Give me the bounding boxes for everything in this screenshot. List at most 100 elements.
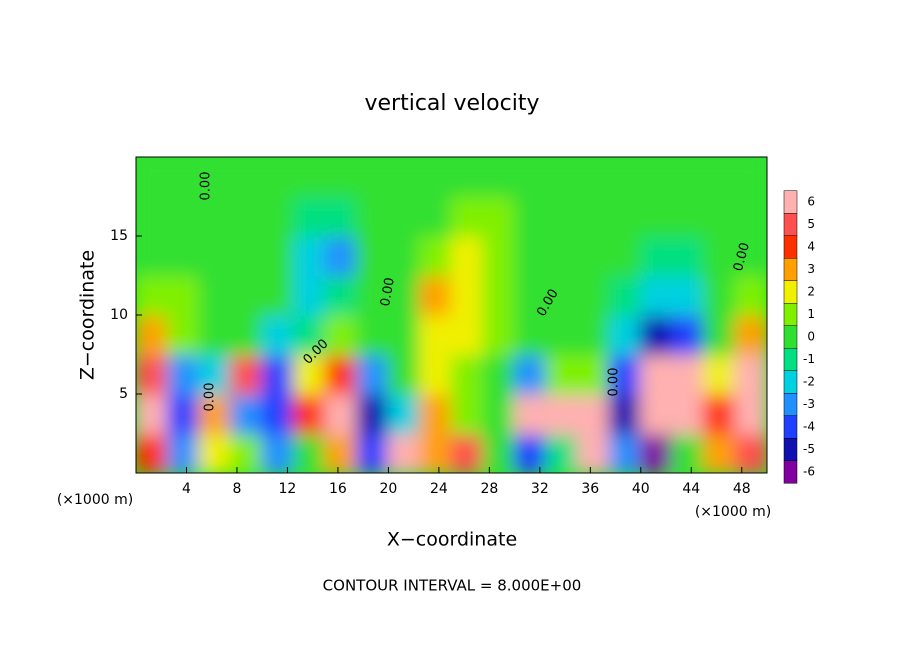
x-tick-label: 8: [232, 481, 241, 497]
heat-cell: [355, 274, 390, 316]
heat-cell: [292, 274, 327, 316]
heat-cell: [261, 353, 295, 395]
heat-cell: [166, 432, 201, 473]
heat-cell: [545, 353, 579, 395]
heat-cell: [513, 157, 548, 198]
heat-cell: [671, 314, 705, 356]
heat-cell: [734, 353, 767, 395]
heat-cell: [229, 235, 264, 277]
heat-cell: [355, 195, 390, 237]
heat-cell: [198, 195, 232, 237]
heat-cell: [198, 432, 232, 473]
heat-cell: [576, 195, 611, 237]
heat-cell: [198, 314, 232, 356]
heat-cell: [734, 235, 767, 277]
heat-cell: [734, 157, 767, 198]
heat-cell: [734, 195, 767, 237]
heat-cell: [608, 353, 642, 395]
heat-cell: [450, 195, 485, 237]
heat-cell: [482, 157, 516, 198]
colorbar-swatch: [783, 393, 798, 416]
x-tick-label: 40: [632, 481, 650, 497]
heat-cell: [702, 274, 737, 316]
heat-cell: [608, 314, 642, 356]
heat-cell: [482, 393, 516, 435]
heat-cell: [639, 195, 674, 237]
heat-cell: [513, 432, 548, 473]
heat-cell: [387, 314, 421, 356]
heat-cell: [292, 157, 327, 198]
heat-cell: [136, 353, 169, 395]
footer: CONTOUR INTERVAL = 8.000E+00: [323, 577, 582, 595]
heat-cell: [450, 393, 485, 435]
heat-cell: [450, 432, 485, 473]
x-tick-label: 36: [581, 481, 599, 497]
heat-cell: [482, 432, 516, 473]
heat-cell: [198, 353, 232, 395]
contour-label: 0.00: [203, 383, 218, 412]
heat-cell: [387, 195, 421, 237]
heat-cell: [639, 274, 674, 316]
colorbar-swatch: [783, 348, 798, 371]
y-tick-label: 15: [110, 228, 128, 244]
heat-cell: [387, 235, 421, 277]
heat-cell: [639, 393, 674, 435]
heat-cell: [324, 432, 358, 473]
heat-cell: [418, 157, 453, 198]
plot-area: [136, 157, 767, 473]
colorbar-swatch: [783, 415, 798, 439]
heat-cell: [450, 235, 485, 277]
heat-cell: [387, 432, 421, 473]
heat-cell: [387, 353, 421, 395]
heat-cell: [136, 314, 169, 356]
heat-cell: [136, 235, 169, 277]
x-tick-label: 4: [182, 481, 191, 497]
colorbar-label: 2: [807, 285, 815, 299]
heat-cell: [166, 353, 201, 395]
heat-cell: [292, 432, 327, 473]
heat-cell: [702, 353, 737, 395]
heat-cell: [702, 157, 737, 198]
contour-label: 0.00: [378, 276, 398, 307]
heat-cell: [576, 235, 611, 277]
colorbar-label: -2: [803, 375, 815, 389]
heat-cell: [324, 353, 358, 395]
heat-cell: [261, 157, 295, 198]
heat-cell: [229, 353, 264, 395]
heat-cell: [482, 235, 516, 277]
heat-cell: [734, 393, 767, 435]
heat-cell: [671, 393, 705, 435]
heat-cell: [608, 274, 642, 316]
colorbar-swatch: [783, 258, 798, 281]
heat-cell: [198, 274, 232, 316]
colorbar-label: 0: [807, 330, 815, 344]
heat-cell: [576, 314, 611, 356]
heat-cell: [576, 393, 611, 435]
heat-cell: [450, 314, 485, 356]
heat-cell: [513, 314, 548, 356]
chart-title: vertical velocity: [364, 91, 539, 116]
heat-cell: [418, 235, 453, 277]
colorbar-swatch: [783, 438, 798, 461]
x-tick-label: 12: [279, 481, 297, 497]
heat-cell: [292, 353, 327, 395]
heat-cell: [545, 314, 579, 356]
heat-cell: [608, 235, 642, 277]
heat-cell: [639, 353, 674, 395]
colorbar-label: -4: [803, 420, 815, 434]
heat-cell: [229, 432, 264, 473]
heat-cell: [702, 195, 737, 237]
colorbar-swatch: [783, 460, 798, 484]
contour-label: 0.00: [199, 172, 214, 201]
heat-cell: [355, 353, 390, 395]
heat-cell: [324, 195, 358, 237]
heat-cell: [136, 274, 169, 316]
heat-cell: [545, 274, 579, 316]
heat-cell: [355, 314, 390, 356]
heat-cell: [261, 274, 295, 316]
heat-cell: [702, 432, 737, 473]
heat-cell: [513, 274, 548, 316]
x-axis-label: X−coordinate: [387, 529, 517, 551]
heat-cell: [545, 393, 579, 435]
